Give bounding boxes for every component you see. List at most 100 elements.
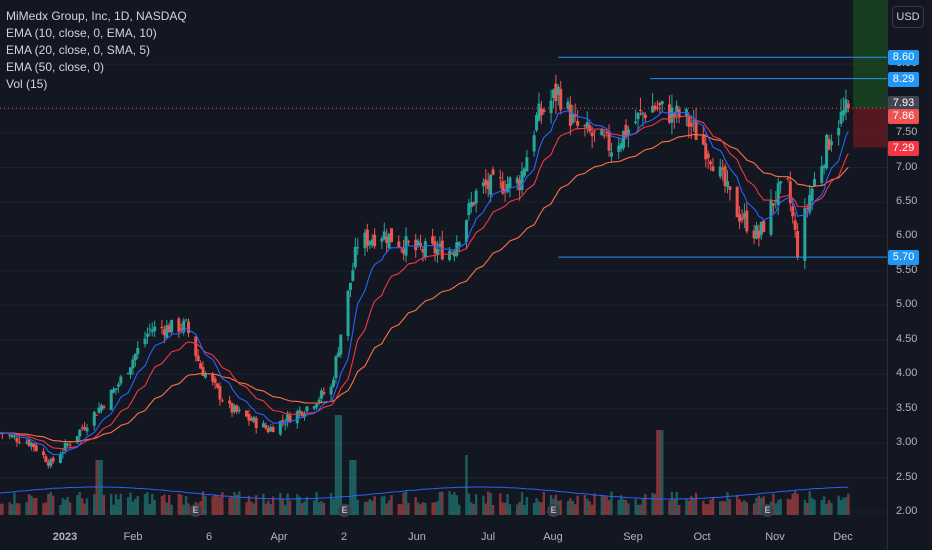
earnings-marker-icon[interactable]: E [189, 504, 202, 517]
ema10-legend[interactable]: EMA (10, close, 0, EMA, 10) [6, 26, 157, 40]
volume-bar [436, 501, 439, 515]
volume-bar [351, 460, 355, 515]
time-axis-label: Aug [543, 531, 563, 543]
candle-body [8, 434, 12, 436]
volume-bar [400, 504, 403, 515]
volume-bar [837, 495, 840, 515]
candle-body [825, 134, 829, 169]
volume-bar [298, 496, 301, 515]
volume-bar [228, 497, 231, 515]
candle-body [61, 452, 65, 454]
candle-body [228, 400, 232, 404]
candle-body [788, 181, 792, 204]
volume-bar [279, 492, 282, 515]
volume-bar [414, 497, 417, 515]
ema20-legend[interactable]: EMA (20, close, 0, SMA, 5) [6, 43, 151, 57]
candle-body [607, 131, 611, 151]
volume-bar [791, 493, 794, 515]
earnings-marker-icon[interactable]: E [761, 504, 774, 517]
volume-bar [366, 501, 369, 515]
currency-button[interactable]: USD [892, 6, 924, 28]
candle-body [179, 328, 183, 330]
candle-body [655, 107, 659, 109]
ema50-legend[interactable]: EMA (50, close, 0) [6, 60, 105, 74]
ema10-line [0, 110, 849, 456]
volume-bar [165, 502, 168, 515]
candle-body [602, 135, 606, 137]
volume-bar [363, 502, 367, 515]
ema50-line [0, 133, 849, 443]
price-axis-label: 2.00 [896, 505, 918, 517]
candle-body [295, 411, 299, 424]
volume-bar [334, 415, 338, 515]
volume-bar [42, 503, 45, 515]
volume-bar [685, 499, 688, 515]
volume-bar [677, 504, 681, 515]
volume-bar [576, 495, 579, 515]
candle-body [199, 363, 203, 369]
volume-bar [728, 499, 732, 515]
volume-bar [373, 496, 376, 515]
volume-bar [339, 415, 342, 515]
candle-body [609, 152, 613, 157]
candle-body [706, 153, 710, 159]
symbol-title[interactable]: MiMedx Group, Inc, 1D, NASDAQ [6, 9, 187, 23]
candle-body [305, 406, 309, 412]
volume-bar [721, 501, 724, 515]
volume-bar [8, 502, 11, 515]
volume-bar [235, 494, 239, 515]
candle-body [522, 168, 526, 176]
candle-body [27, 439, 31, 446]
candle-body [808, 195, 812, 213]
price-tag-last: 7.86 [888, 109, 919, 125]
candle-body [672, 113, 676, 117]
price-tag-bottom-level: 5.70 [888, 250, 919, 266]
volume-bar [569, 498, 572, 515]
earnings-marker-icon[interactable]: E [547, 504, 560, 517]
candle-body [100, 405, 104, 411]
candle-body [585, 122, 589, 128]
time-axis-label: Apr [270, 531, 288, 543]
candle-body [370, 239, 374, 246]
volume-bar [743, 500, 746, 515]
volume-bar [371, 500, 374, 515]
candle-body [525, 157, 529, 172]
candle-body [568, 104, 572, 126]
earnings-marker-icon[interactable]: E [338, 504, 351, 517]
candle-body [397, 241, 401, 248]
candle-body [346, 290, 350, 337]
candle-body [725, 181, 729, 187]
volume-bar [27, 494, 31, 515]
candle-body [776, 183, 780, 205]
time-axis-label: 6 [205, 531, 213, 543]
candle-body [718, 166, 722, 177]
volume-bar [627, 503, 630, 515]
candle-body [752, 230, 756, 239]
volume-bar [387, 500, 391, 515]
candle-body [213, 378, 217, 383]
candle-body [162, 329, 166, 336]
volume-bar [559, 500, 562, 515]
candle-body [537, 103, 541, 121]
candle-body [573, 113, 577, 117]
candle-body [382, 231, 386, 240]
candle-body [286, 414, 290, 423]
candle-body [184, 319, 188, 321]
volume-bar [184, 496, 188, 515]
volume-bar [472, 503, 475, 515]
volume-bar [590, 504, 594, 515]
volume-bar [269, 504, 272, 515]
candle-body [419, 242, 423, 247]
candle-body [406, 241, 410, 243]
volume-bar [810, 498, 814, 515]
candle-body [136, 347, 140, 355]
candle-body [34, 445, 38, 451]
volume-legend[interactable]: Vol (15) [6, 77, 48, 91]
volume-bar [740, 501, 744, 515]
candle-body [29, 442, 33, 447]
candle-body [742, 213, 746, 218]
volume-bar [329, 492, 333, 515]
time-axis-label: 2 [340, 531, 348, 543]
volume-bar [668, 500, 671, 515]
